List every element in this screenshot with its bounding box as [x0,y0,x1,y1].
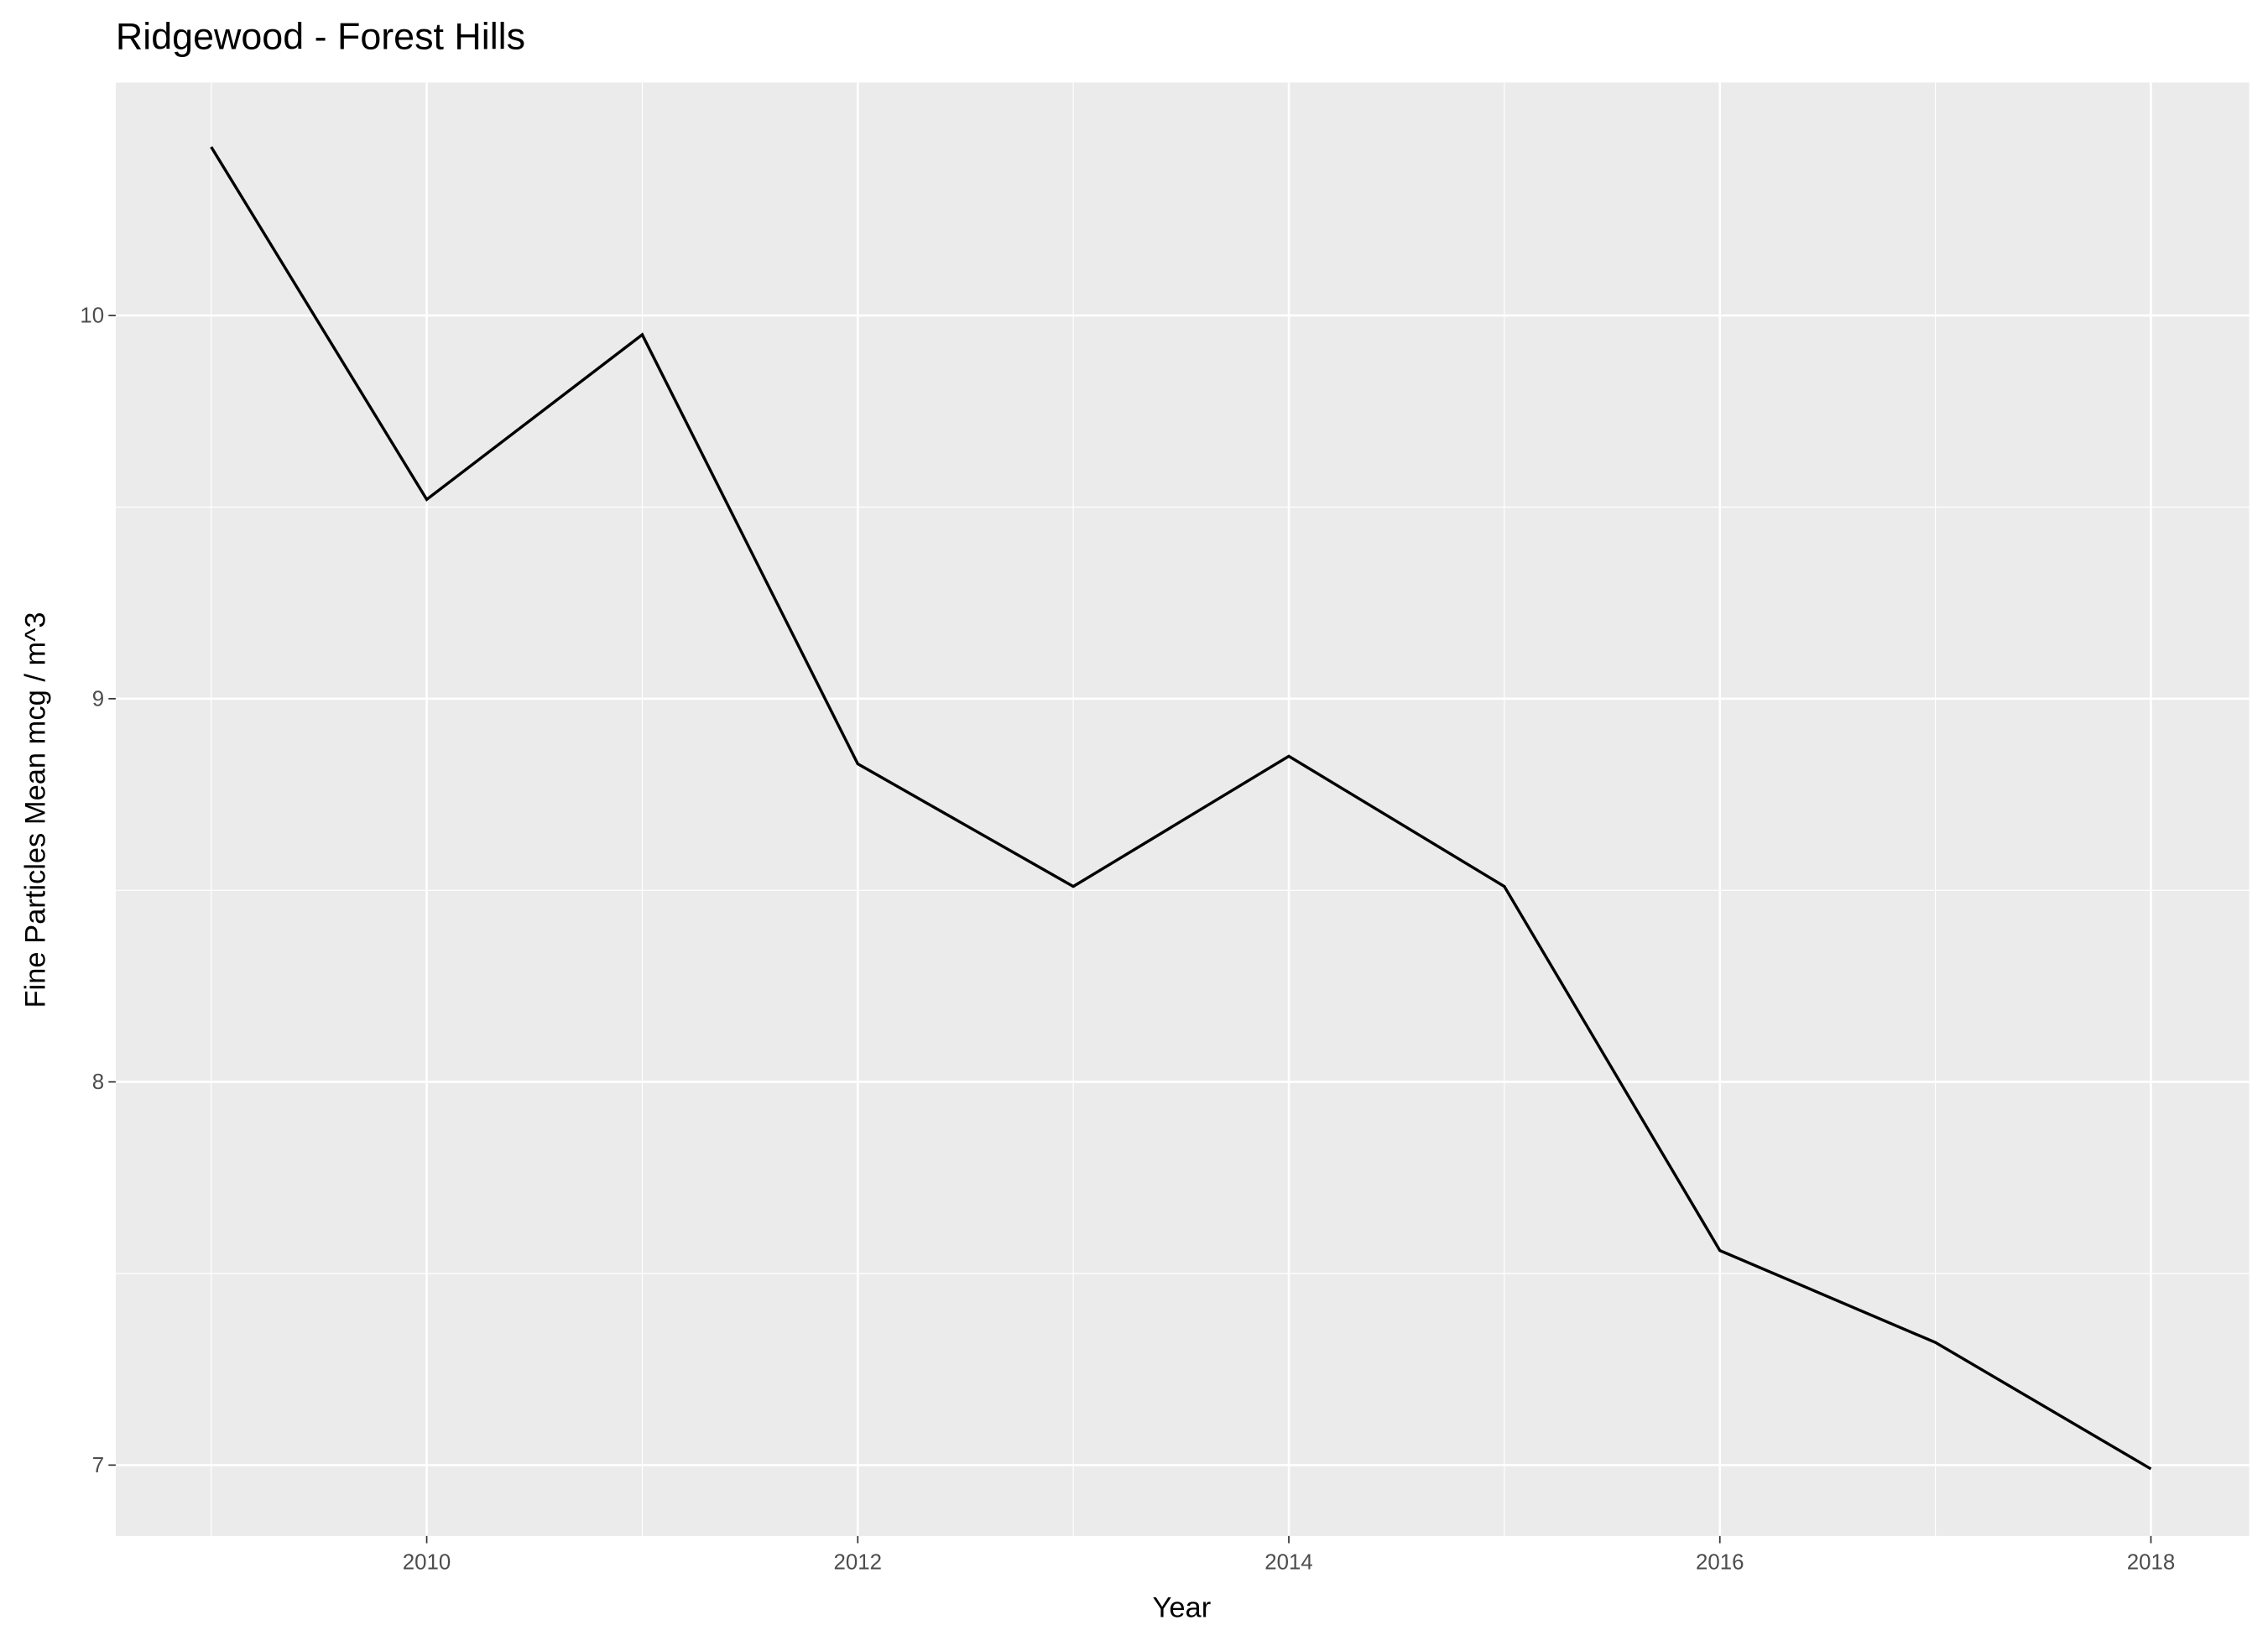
y-tick-label: 10 [80,305,104,328]
y-tick-label: 8 [92,1070,104,1094]
plot-panel [115,82,2250,1536]
x-axis-title: Year [1153,1591,1212,1623]
x-tick-label: 2012 [834,1551,883,1575]
chart-title: Ridgewood - Forest Hills [116,16,525,58]
y-axis-title: Fine Particles Mean mcg / m^3 [19,612,51,1008]
data-line [210,146,2152,1471]
y-tick-label: 9 [92,687,104,711]
x-tick-label: 2010 [403,1551,451,1575]
x-tick-label: 2014 [1264,1551,1313,1575]
x-tick-label: 2018 [2127,1551,2176,1575]
y-tick-label: 7 [92,1454,104,1477]
x-tick-label: 2016 [1696,1551,1744,1575]
